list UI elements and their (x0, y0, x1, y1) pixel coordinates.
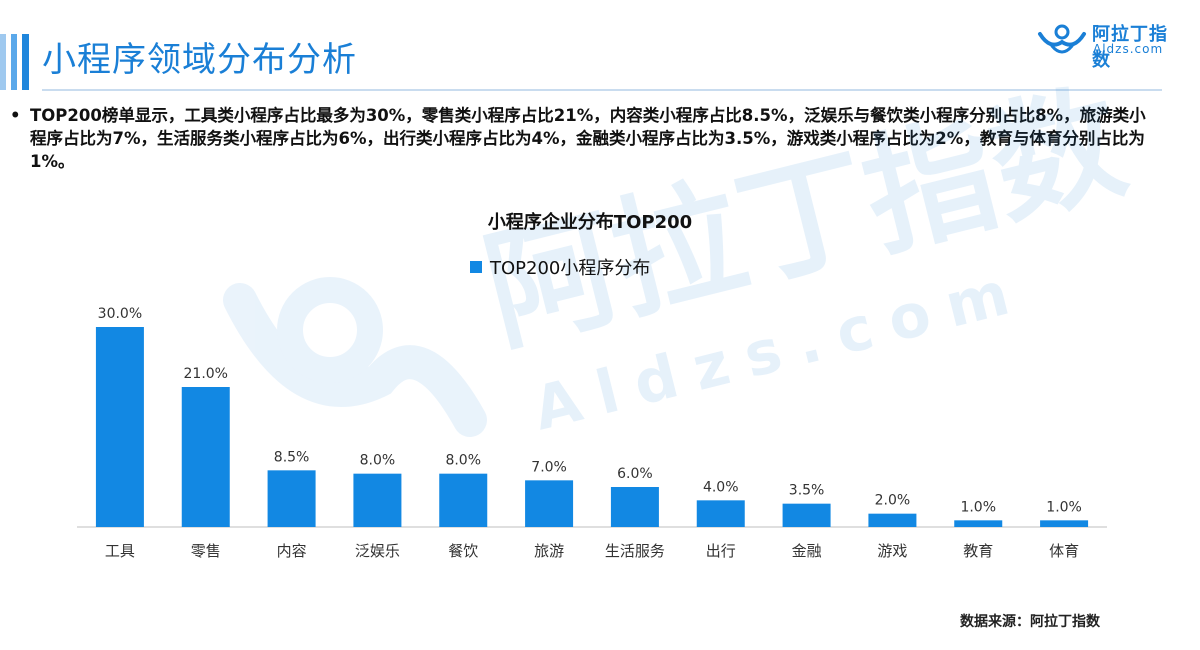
x-tick-label: 游戏 (877, 542, 907, 560)
logo-mark-icon (1038, 24, 1086, 54)
data-label: 3.5% (789, 483, 825, 499)
bar (353, 473, 402, 527)
title-accent-bars (0, 34, 30, 90)
x-tick-label: 旅游 (534, 542, 564, 560)
data-source: 数据来源：阿拉丁指数 (960, 614, 1100, 630)
aldzs-logo: 阿拉丁指数 Aldzs.com (1036, 20, 1186, 71)
bar (267, 470, 316, 527)
title-divider (42, 89, 1162, 91)
x-tick-label: 零售 (191, 542, 221, 560)
chart-legend: TOP200小程序分布 (470, 254, 650, 280)
bar (696, 500, 745, 527)
legend-swatch (470, 261, 482, 273)
data-label: 8.5% (274, 449, 310, 465)
x-tick-label: 泛娱乐 (355, 542, 400, 560)
x-tick-label: 生活服务 (605, 542, 665, 560)
chart-title: 小程序企业分布TOP200 (487, 212, 693, 233)
logo-domain: Aldzs.com (1093, 42, 1164, 56)
x-tick-label: 内容 (277, 542, 307, 560)
x-tick-label: 教育 (963, 542, 993, 560)
bar (95, 327, 144, 527)
data-label: 8.0% (445, 453, 481, 469)
data-label: 8.0% (360, 453, 396, 469)
bar (868, 513, 917, 527)
bar (610, 487, 659, 527)
x-tick-label: 体育 (1049, 542, 1079, 560)
data-label: 1.0% (1046, 499, 1082, 515)
data-label: 30.0% (98, 306, 142, 322)
bar (1040, 520, 1089, 527)
bar (439, 473, 488, 527)
bar (525, 480, 574, 527)
bullet: • (10, 106, 21, 125)
data-label: 2.0% (875, 493, 911, 509)
summary-paragraph: • TOP200榜单显示，工具类小程序占比最多为30%，零售类小程序占比21%，… (10, 104, 1150, 173)
bar (782, 503, 831, 527)
legend-label: TOP200小程序分布 (490, 258, 651, 279)
x-tick-label: 工具 (105, 542, 135, 560)
data-label: 4.0% (703, 479, 739, 495)
page-title: 小程序领域分布分析 (42, 40, 357, 80)
x-tick-label: 金融 (792, 542, 822, 560)
bar (954, 520, 1003, 527)
data-label: 6.0% (617, 466, 653, 482)
bar (181, 387, 230, 527)
data-label: 21.0% (184, 366, 228, 382)
logo-name: 阿拉丁指数 (1092, 24, 1168, 71)
summary-text: TOP200榜单显示，工具类小程序占比最多为30%，零售类小程序占比21%，内容… (30, 106, 1146, 171)
data-label: 7.0% (531, 459, 567, 475)
x-tick-label: 出行 (706, 542, 736, 560)
x-tick-label: 餐饮 (448, 542, 478, 560)
data-label: 1.0% (960, 499, 996, 515)
